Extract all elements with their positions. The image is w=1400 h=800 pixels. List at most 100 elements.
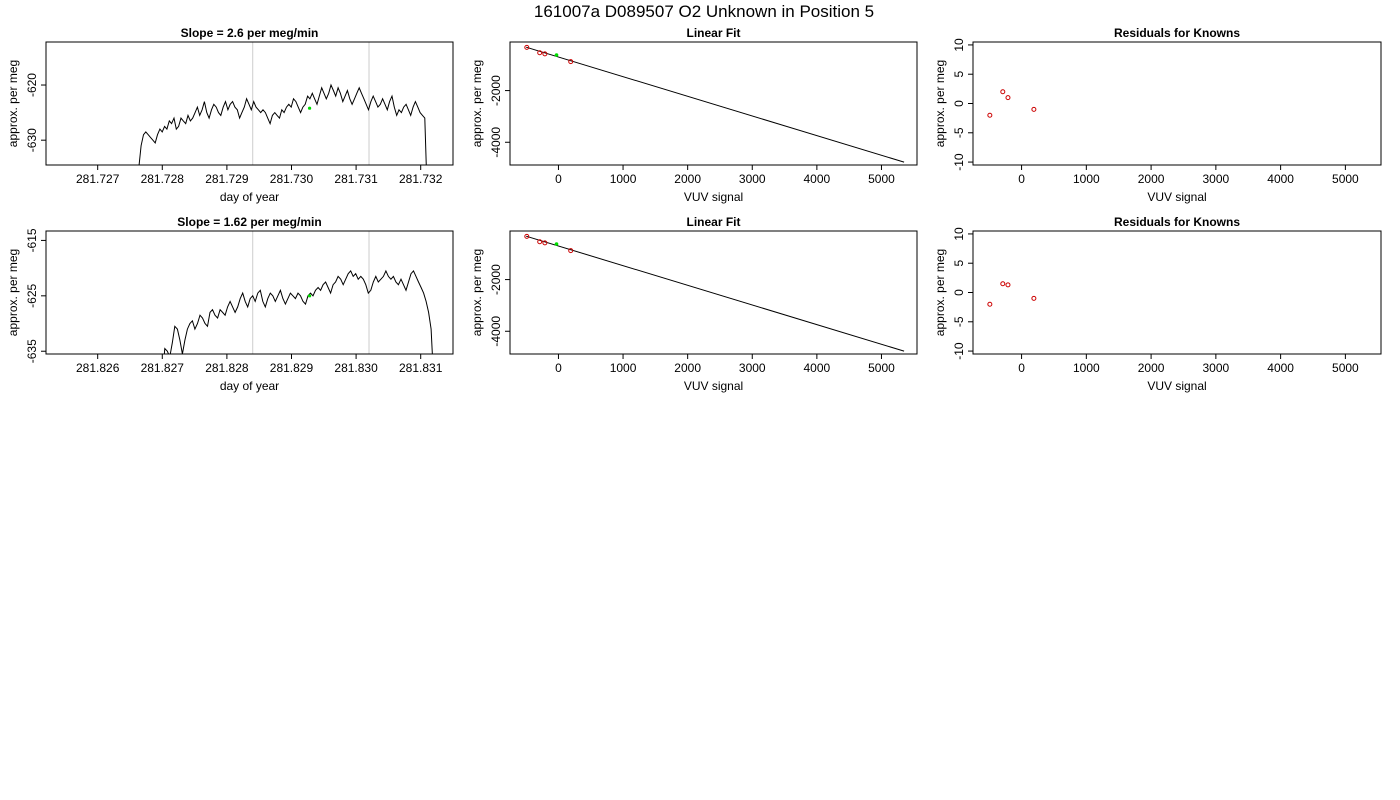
slope-1-frame: [45, 41, 454, 166]
slope-1-xlabel: day of year: [220, 190, 279, 204]
resid-1-xtick-label: 5000: [1332, 172, 1359, 186]
resid-2-xtick-label: 3000: [1203, 361, 1230, 375]
slope-2-xtick-label: 281.829: [270, 361, 314, 375]
fit-2-xtick-label: 4000: [804, 361, 831, 375]
fit-1-ytick-label: -2000: [489, 75, 503, 106]
slope-2-xtick-label: 281.831: [399, 361, 443, 375]
fit-1-xtick-label: 1000: [610, 172, 637, 186]
fit-1-plot-area: [524, 44, 905, 163]
fit-1-xtick-label: 2000: [674, 172, 701, 186]
resid-1-xlabel: VUV signal: [1147, 190, 1206, 204]
fit-1-xtick-label: 0: [555, 172, 562, 186]
resid-2-xtick-label: 2000: [1138, 361, 1165, 375]
fit-2-known-point: [524, 233, 530, 239]
fit-2-known-point: [542, 240, 548, 246]
resid-1-ytick-label: -10: [952, 153, 966, 171]
resid-2-xtick-label: 5000: [1332, 361, 1359, 375]
slope-2-xtick-label: 281.827: [141, 361, 185, 375]
fit-1-title: Linear Fit: [686, 26, 740, 40]
fit-2-xtick-label: 1000: [610, 361, 637, 375]
fit-1-known-point: [568, 59, 574, 65]
slope-2-panel: Slope = 1.62 per meg/min 281.826 281.827 28…: [6, 215, 454, 393]
fit-1-xtick-label: 3000: [739, 172, 766, 186]
resid-2-known-point: [1031, 295, 1037, 301]
slope-1-trace: [138, 83, 427, 165]
slope-1-xtick-label: 281.728: [141, 172, 185, 186]
fit-1-ylabel: approx. per meg: [470, 60, 484, 147]
fit-2-known-point: [568, 248, 574, 254]
fit-1-xlabel: VUV signal: [684, 190, 743, 204]
fit-1-known-point: [537, 50, 543, 56]
fit-2-ytick-label: -4000: [489, 316, 503, 347]
slope-2-ylabel: approx. per meg: [6, 249, 20, 336]
resid-1-known-point: [987, 112, 993, 118]
resid-1-xtick-label: 4000: [1267, 172, 1294, 186]
slope-1-plot-area: [138, 42, 427, 165]
slope-1-xtick-label: 281.730: [270, 172, 314, 186]
resid-1-ytick-label: 10: [952, 38, 966, 52]
resid-2-title: Residuals for Knowns: [1114, 215, 1240, 229]
resid-1-known-point: [1031, 106, 1037, 112]
fit-2-xtick-label: 0: [555, 361, 562, 375]
resid-2-xtick-label: 4000: [1267, 361, 1294, 375]
slope-1-ylabel: approx. per meg: [6, 60, 20, 147]
resid-2-ytick-label: 10: [952, 227, 966, 241]
resid-1-known-point: [1000, 89, 1006, 95]
slope-2-ytick-label: -615: [25, 228, 39, 252]
resid-1-ytick-label: -5: [952, 127, 966, 138]
resid-2-xtick-label: 1000: [1073, 361, 1100, 375]
resid-1-xtick-label: 0: [1018, 172, 1025, 186]
slope-1-xtick-label: 281.731: [334, 172, 378, 186]
resid-1-ytick-label: 0: [952, 100, 966, 107]
page-title: 161007a D089507 O2 Unknown in Position 5: [534, 2, 874, 21]
resid-2-ytick-label: -10: [952, 342, 966, 360]
resid-1-title: Residuals for Knowns: [1114, 26, 1240, 40]
resid-1-xtick-label: 1000: [1073, 172, 1100, 186]
slope-2-trace: [163, 269, 433, 354]
resid-2-xlabel: VUV signal: [1147, 379, 1206, 393]
fit-2-xtick-label: 3000: [739, 361, 766, 375]
resid-2-known-point: [1005, 282, 1011, 288]
resid-1-xtick-label: 3000: [1203, 172, 1230, 186]
resid-1-ylabel: approx. per meg: [933, 60, 947, 147]
resid-2-panel: Residuals for Knowns 0 1000 2000 3000 4000 500…: [933, 215, 1382, 393]
fit-1-frame: [509, 41, 918, 166]
fit-1-known-point: [524, 44, 530, 50]
resid-1-xtick-label: 2000: [1138, 172, 1165, 186]
slope-1-title: Slope = 2.6 per meg/min: [181, 26, 319, 40]
fit-2-xtick-label: 2000: [674, 361, 701, 375]
fit-1-ytick-label: -4000: [489, 127, 503, 158]
fit-2-plot-area: [524, 233, 905, 352]
fit-2-title: Linear Fit: [686, 215, 740, 229]
resid-1-frame: [972, 41, 1382, 166]
slope-1-panel: Slope = 2.6 per meg/min 281.727 281.728 281…: [6, 26, 454, 204]
fit-2-xtick-label: 5000: [868, 361, 895, 375]
slope-1-xtick-label: 281.729: [205, 172, 249, 186]
resid-2-plot-area: [987, 281, 1037, 307]
slope-1-ytick-label: -620: [25, 73, 39, 97]
resid-2-ytick-label: 0: [952, 289, 966, 296]
slope-2-plot-area: [163, 231, 433, 354]
fit-1-xtick-label: 4000: [804, 172, 831, 186]
resid-2-frame: [972, 230, 1382, 355]
fit-2-fit-line: [526, 235, 905, 352]
slope-2-title: Slope = 1.62 per meg/min: [177, 215, 321, 229]
resid-1-known-point: [1005, 95, 1011, 101]
resid-1-plot-area: [987, 89, 1037, 118]
fit-2-ylabel: approx. per meg: [470, 249, 484, 336]
resid-2-ytick-label: -5: [952, 316, 966, 327]
slope-1-ytick-label: -630: [25, 128, 39, 152]
fit-1-panel: Linear Fit 0 1000 2000 3000 4000 5000 -2000 -400…: [470, 26, 918, 204]
fit-2-unknown-point: [554, 242, 559, 246]
plots: Slope = 2.6 per meg/min 281.727 281.728 281…: [6, 26, 1382, 393]
slope-2-xlabel: day of year: [220, 379, 279, 393]
resid-2-known-point: [987, 301, 993, 307]
fit-2-ytick-label: -2000: [489, 264, 503, 295]
slope-1-xtick-label: 281.732: [399, 172, 443, 186]
resid-1-panel: Residuals for Knowns 0 1000 2000 3000 4000 500…: [933, 26, 1382, 204]
slope-2-ytick-label: -625: [25, 283, 39, 307]
slope-2-xtick-label: 281.826: [76, 361, 120, 375]
fit-2-frame: [509, 230, 918, 355]
fit-1-fit-line: [526, 46, 905, 163]
